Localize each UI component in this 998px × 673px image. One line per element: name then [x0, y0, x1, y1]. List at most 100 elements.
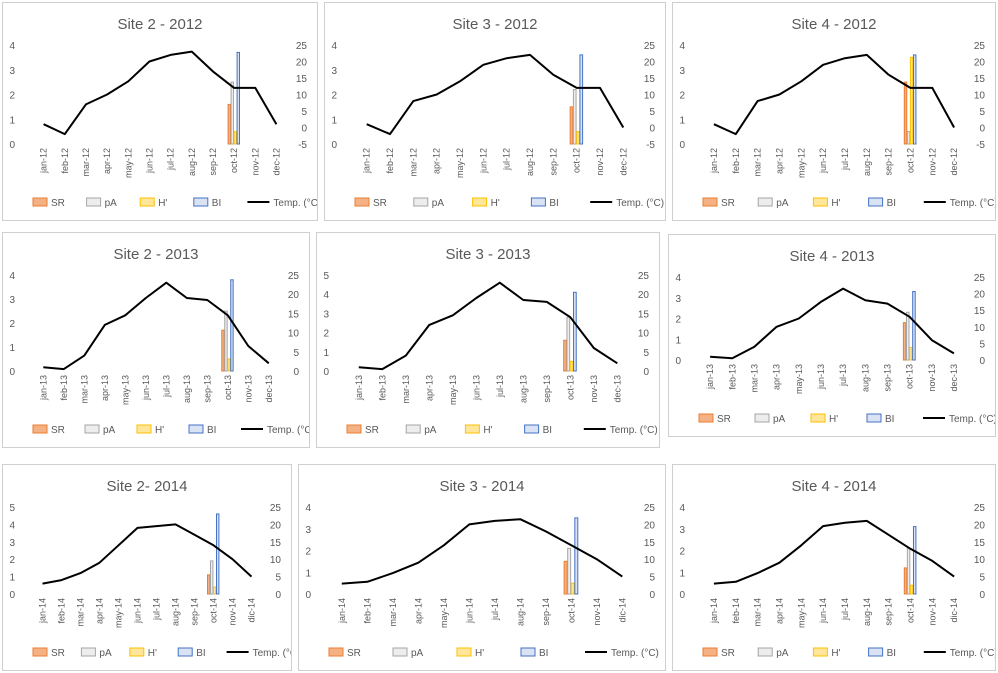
legend-label-temp: Temp. (°C) — [950, 648, 995, 659]
y-tick-label: 0 — [305, 590, 311, 601]
chart-title: Site 2 - 2012 — [117, 16, 202, 33]
x-tick-label: oct-14 — [905, 598, 915, 623]
y2-tick-label: 25 — [270, 503, 282, 514]
y2-tick-label: 10 — [270, 555, 282, 566]
y-tick-label: 4 — [323, 290, 329, 301]
x-tick-label: mar-12 — [81, 148, 91, 177]
y-tick-label: 4 — [9, 41, 15, 52]
y2-tick-label: 25 — [974, 503, 986, 514]
y-tick-label: 2 — [675, 315, 681, 326]
y-tick-label: 2 — [9, 319, 15, 330]
y-tick-label: 1 — [675, 335, 681, 346]
x-tick-label: may-14 — [439, 598, 449, 628]
chart-svg: Site 2- 2014 0 1 2 3 4 5 0 5 10 15 20 25 jan-14 feb-14… — [9, 478, 291, 659]
legend-label-sr: SR — [347, 648, 361, 659]
chart-title: Site 2- 2014 — [107, 478, 188, 495]
temperature-line — [42, 523, 253, 585]
legend-label-h: H' — [831, 198, 840, 209]
bar-sr — [569, 106, 574, 145]
legend-swatch-bi — [866, 413, 882, 423]
y2-tick-label: 15 — [638, 309, 650, 320]
y-tick-label: 2 — [305, 547, 311, 558]
x-tick-label: oct-12 — [572, 148, 582, 173]
y2-tick-label: 10 — [638, 329, 650, 340]
chart-title: Site 4 - 2014 — [791, 478, 876, 495]
bar-pa — [572, 89, 577, 145]
legend-label-sr: SR — [51, 648, 65, 659]
legend-swatch-bi — [177, 647, 193, 657]
y2-tick-label: -5 — [298, 140, 307, 151]
x-tick-label: jul-13 — [495, 375, 505, 398]
legend-label-pa: pA — [424, 425, 437, 436]
x-tick-label: jul-13 — [838, 364, 848, 387]
legend-label-temp: Temp. (°C) — [267, 425, 309, 436]
legend-swatch-pa — [84, 424, 100, 434]
legend-label-pa: pA — [776, 198, 789, 209]
x-tick-label: mar-12 — [408, 148, 418, 177]
bar-h — [909, 584, 914, 595]
bar-h — [569, 360, 574, 372]
y2-tick-label: 20 — [974, 520, 986, 531]
x-tick-label: dec-12 — [271, 148, 281, 176]
y-tick-label: 2 — [679, 547, 685, 558]
legend-label-bi: BI — [887, 648, 896, 659]
legend-swatch-pa — [80, 647, 96, 657]
y2-tick-label: 15 — [644, 74, 656, 85]
legend-swatch-bi — [188, 424, 204, 434]
y-tick-label: 1 — [323, 348, 329, 359]
x-tick-label: aug-12 — [525, 148, 535, 176]
bar-bi — [230, 279, 234, 372]
temperature-line — [358, 281, 618, 371]
legend-swatch-h — [472, 197, 488, 207]
legend-label-temp: Temp. (°C) — [949, 414, 995, 425]
y2-tick-label: 20 — [644, 520, 656, 531]
temperature-line — [366, 53, 625, 136]
bar-sr — [227, 103, 231, 145]
bar-h — [909, 347, 913, 361]
legend-swatch-sr — [32, 424, 48, 434]
legend-label-bi: BI — [549, 198, 558, 209]
bar-h — [213, 586, 217, 595]
x-tick-label: jun-13 — [471, 375, 481, 401]
chart-title: Site 2 - 2013 — [113, 246, 198, 263]
x-tick-label: nov-12 — [927, 148, 937, 176]
y-tick-label: 1 — [331, 115, 337, 126]
y2-tick-label: 0 — [649, 590, 655, 601]
x-tick-label: oct-12 — [229, 148, 239, 173]
legend-label-h: H' — [829, 414, 838, 425]
bar-pa — [566, 316, 571, 372]
bar-sr — [563, 339, 567, 372]
y2-tick-label: 0 — [979, 356, 985, 367]
legend-label-pa: pA — [103, 425, 116, 436]
bar-bi — [912, 526, 917, 595]
x-tick-label: jan-14 — [337, 598, 347, 624]
legend-swatch-pa — [754, 413, 770, 423]
x-tick-label: feb-12 — [385, 148, 395, 174]
legend-swatch-pa — [757, 647, 773, 657]
y2-tick-label: 20 — [296, 58, 308, 69]
y2-tick-label: 5 — [275, 573, 281, 584]
y2-tick-label: 0 — [301, 124, 307, 135]
y2-tick-label: 15 — [974, 306, 986, 317]
legend-label-bi: BI — [543, 425, 552, 436]
legend-label-bi: BI — [539, 648, 548, 659]
x-tick-label: nov-14 — [927, 598, 937, 626]
y2-tick-label: 20 — [974, 58, 986, 69]
x-tick-label: aug-14 — [515, 598, 525, 626]
legend-label-sr: SR — [721, 648, 735, 659]
legend-swatch-bi — [868, 647, 884, 657]
x-tick-label: dec-12 — [949, 148, 959, 176]
x-tick-label: dec-13 — [612, 375, 622, 403]
chart-title: Site 3 - 2012 — [452, 16, 537, 33]
x-tick-label: jun-12 — [144, 148, 154, 174]
y-tick-label: 4 — [305, 503, 311, 514]
chart-title: Site 4 - 2012 — [791, 16, 876, 33]
x-tick-label: jun-13 — [816, 364, 826, 390]
y2-tick-label: 10 — [644, 555, 656, 566]
y-tick-label: 1 — [679, 568, 685, 579]
chart-title: Site 3 - 2014 — [439, 478, 524, 495]
y2-tick-label: 10 — [644, 91, 656, 102]
legend-label-pa: pA — [105, 198, 118, 209]
y2-tick-label: 10 — [974, 323, 986, 334]
x-tick-label: apr-13 — [424, 375, 434, 401]
